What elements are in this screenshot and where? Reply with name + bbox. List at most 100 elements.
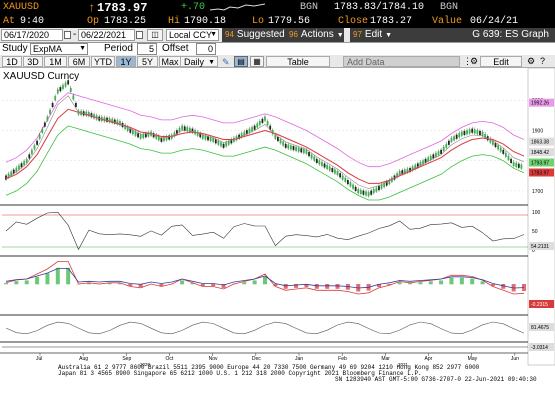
x-tick-label: Jul	[36, 356, 42, 362]
up-arrow-icon: ↑	[88, 1, 96, 15]
period-button-5y[interactable]: 5Y	[137, 56, 158, 67]
candle-body	[357, 189, 360, 194]
source-label: BGN	[300, 2, 319, 13]
price-tag	[529, 148, 554, 157]
candle-body	[126, 126, 129, 131]
macd-value-tag	[529, 300, 554, 308]
candle-body	[253, 125, 256, 130]
currency-select[interactable]: Local CCY ▼	[166, 29, 219, 41]
candle-body	[455, 134, 458, 139]
candle-body	[349, 182, 352, 187]
candle-body	[313, 156, 316, 161]
y-tick-label: 1700	[532, 189, 543, 195]
candle-body	[251, 127, 253, 132]
table-view-icon[interactable]: ▦	[250, 56, 264, 67]
candle-body	[59, 87, 62, 92]
period-input[interactable]: 5	[137, 43, 157, 55]
edit-menu[interactable]: 97 Edit ▼	[350, 28, 404, 42]
add-data-button[interactable]: Add Data	[343, 56, 460, 67]
open-value: 1783.25	[104, 16, 147, 27]
offset-input[interactable]: 0	[196, 43, 216, 55]
candle-body	[372, 189, 375, 194]
candle-body	[321, 161, 323, 167]
frequency-select[interactable]: Daily ▼	[180, 56, 218, 67]
calendar-icon[interactable]	[64, 31, 71, 39]
candle-body	[383, 183, 386, 188]
chart-icon[interactable]: ◫	[147, 29, 163, 41]
candle-body	[256, 123, 259, 128]
period-button-3d[interactable]: 3D	[23, 56, 43, 67]
date-to-field[interactable]: 06/22/2021	[78, 29, 135, 41]
macd-histogram-bar	[294, 284, 299, 288]
help-icon[interactable]: ?	[540, 56, 546, 66]
candle-body	[481, 131, 484, 136]
price-chart[interactable]: XAUUSD Curncy17001800190020001992.261863…	[0, 68, 555, 368]
candle-body	[196, 131, 199, 136]
candle-body	[458, 133, 461, 138]
macd-histogram-bar	[428, 281, 433, 285]
study-select[interactable]: ExpMA ▼	[30, 43, 88, 55]
macd-histogram-bar	[211, 284, 216, 287]
date-from-field[interactable]: 06/17/2020	[1, 29, 63, 41]
rsi-value-tag	[529, 242, 554, 250]
candle-body	[15, 167, 18, 172]
period-button-1y[interactable]: 1Y	[116, 56, 136, 67]
candle-body	[240, 133, 243, 138]
candle-body	[504, 152, 507, 157]
macd-histogram-bar	[24, 280, 29, 285]
period-button-max[interactable]: Max	[159, 56, 181, 67]
suggested-charts-button[interactable]: 94 Suggested Charts	[222, 28, 317, 42]
candle-body	[248, 128, 251, 133]
period-button-1d[interactable]: 1D	[2, 56, 22, 67]
stoch-value-tag	[529, 323, 554, 331]
chevron-down-icon: ▼	[208, 59, 215, 66]
price-change: +.70	[181, 2, 206, 13]
candle-body	[87, 112, 90, 117]
candle-body	[191, 128, 194, 133]
upper-band-line	[5, 92, 525, 168]
candle-body	[484, 133, 487, 139]
x-tick-label: Oct	[166, 356, 174, 362]
macd-signal-line	[5, 268, 525, 289]
candle-body	[245, 130, 248, 135]
candle-body	[440, 149, 443, 154]
macd-histogram-bar	[190, 283, 195, 285]
macd-histogram-bar	[397, 282, 402, 285]
candle-body	[315, 158, 318, 163]
candle-body	[378, 186, 380, 191]
candle-body	[344, 177, 347, 182]
edit-chart-button[interactable]: Edit Chart	[480, 56, 522, 78]
candle-body	[362, 190, 365, 195]
actions-menu[interactable]: 96 Actions ▼	[286, 28, 344, 42]
candle-body	[375, 187, 378, 192]
period-button-6m[interactable]: 6M	[68, 56, 90, 67]
candle-body	[432, 154, 435, 159]
rsi-line	[5, 211, 525, 251]
table-button[interactable]: Table	[266, 56, 330, 67]
period-button-1m[interactable]: 1M	[44, 56, 67, 67]
candle-body	[113, 119, 116, 124]
more-icon[interactable]: ⋮	[463, 56, 472, 66]
candle-body	[204, 135, 207, 140]
candle-body	[497, 145, 499, 150]
calendar-icon[interactable]	[136, 31, 143, 39]
candle-body	[411, 166, 414, 171]
candle-body	[352, 184, 354, 189]
footer-line-3: SN 1283940 AST GMT-5:00 G736-2707-0 22-J…	[335, 376, 537, 383]
period-button-ytd[interactable]: YTD	[91, 56, 115, 67]
draw-tool-icon[interactable]: ✎	[222, 57, 230, 67]
year-label: 2021	[398, 362, 409, 367]
candle-body	[414, 164, 417, 170]
chart-view-icon[interactable]: ▤	[234, 56, 248, 67]
price-tag-label: 1793.97	[531, 160, 549, 166]
candle-body	[331, 167, 334, 173]
settings-icon[interactable]: ⚙	[470, 56, 479, 66]
chevron-down-icon: ▼	[385, 32, 393, 39]
candle-body	[453, 136, 455, 141]
rsi-value-label: 54.2131	[531, 244, 549, 250]
candle-body	[207, 136, 209, 141]
close-label: Close	[338, 16, 369, 27]
macd-value-label: -0.2315	[531, 302, 548, 308]
high-label: Hi	[168, 16, 181, 27]
gear-icon[interactable]: ⚙	[527, 56, 536, 66]
